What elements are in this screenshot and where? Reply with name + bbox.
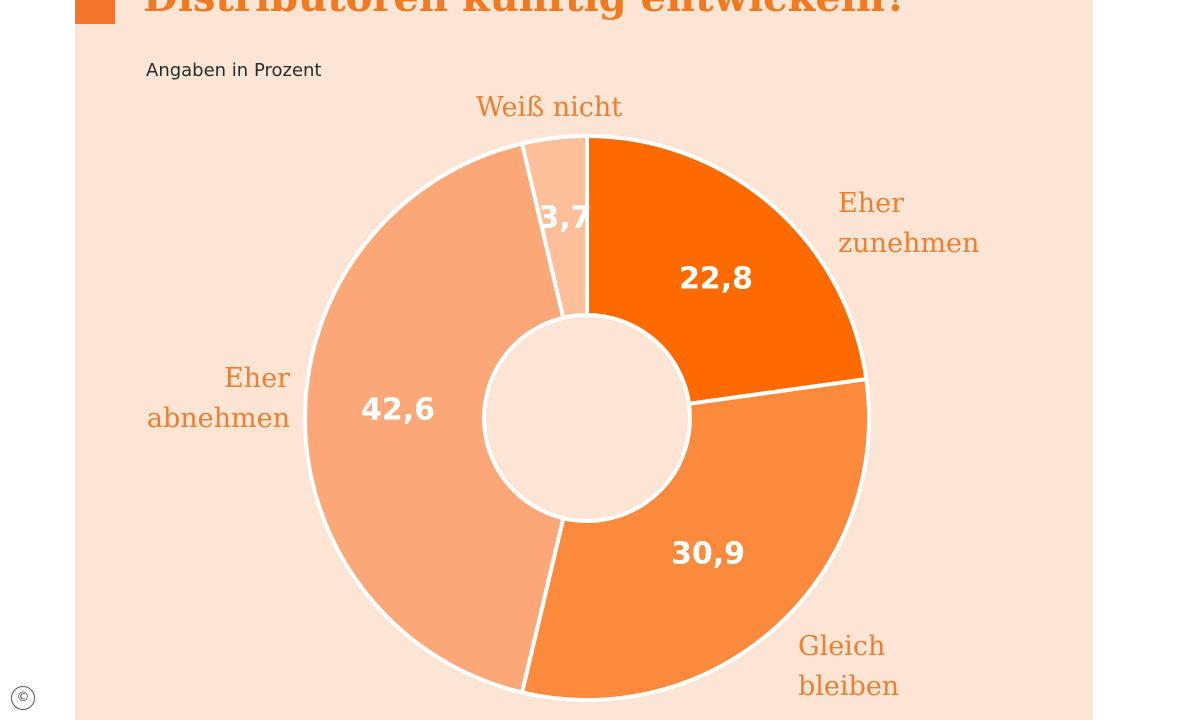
chart-subtitle: Angaben in Prozent bbox=[146, 60, 322, 81]
chart-title: Distributoren künftig entwickeln? bbox=[143, 0, 908, 18]
slice-2 bbox=[520, 377, 871, 702]
slice-3 bbox=[302, 141, 566, 695]
title-marker bbox=[75, 0, 115, 24]
slice-value-label: 3,7 bbox=[538, 201, 591, 236]
slice-4 bbox=[520, 134, 589, 320]
slice-category-label: Weiß nicht bbox=[476, 92, 622, 123]
slice-1 bbox=[585, 134, 869, 406]
slice-category-label: Gleich bleiben bbox=[798, 631, 899, 702]
copyright-icon: © bbox=[11, 686, 35, 710]
slice-value-label: 22,8 bbox=[679, 262, 753, 297]
slice-category-label: Eher abnehmen bbox=[147, 363, 290, 434]
slice-category-label: Eher zunehmen bbox=[838, 188, 979, 259]
slice-value-label: 42,6 bbox=[361, 393, 435, 428]
slice-value-label: 30,9 bbox=[671, 537, 745, 572]
